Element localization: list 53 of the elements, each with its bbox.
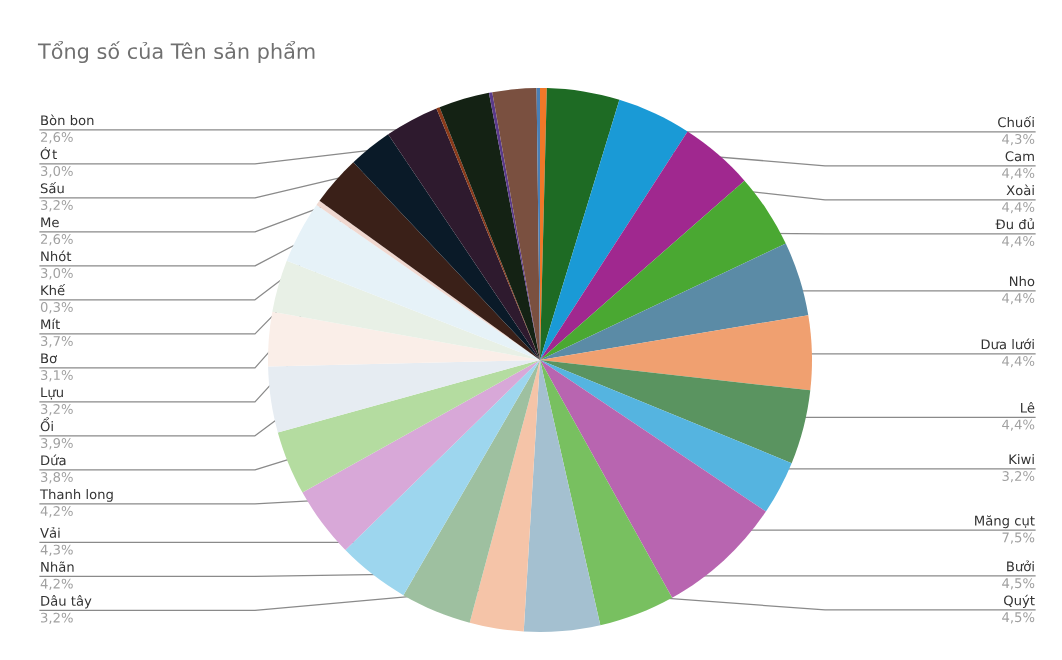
slice-label: Quýt xyxy=(1004,594,1035,608)
data-label: 4,4% xyxy=(1002,202,1035,214)
slice-label: Dưa lưới xyxy=(981,338,1034,350)
slice-label: Vải xyxy=(40,526,60,538)
chart-title: Tổng số của Tên sản phẩm xyxy=(37,40,315,64)
data-label: 4,4% xyxy=(1002,236,1035,248)
slice-label: Me xyxy=(41,217,59,228)
data-label: 2,6% xyxy=(40,132,73,144)
data-label: 7,5% xyxy=(1002,532,1035,544)
slice-label: Măng cụt xyxy=(975,515,1035,529)
data-label: 3,7% xyxy=(41,336,73,348)
slice-label: Đu đủ xyxy=(995,218,1034,230)
data-label: 4,4% xyxy=(1002,356,1035,368)
data-label: 4,3% xyxy=(1002,134,1035,146)
slice-label: Bòn bon xyxy=(41,114,94,126)
slice-label: Dứa xyxy=(41,454,66,466)
data-label: 3,9% xyxy=(41,438,73,450)
data-label: 4,4% xyxy=(1002,293,1035,305)
slice-label: Cam xyxy=(1005,151,1034,162)
slice-label: Nho xyxy=(1009,276,1035,287)
slice-label: Dâu tây xyxy=(41,595,92,609)
slice-label: Thanh long xyxy=(39,489,113,502)
data-label: 4,2% xyxy=(40,506,73,518)
slice-label: Mít xyxy=(41,318,60,330)
slice-label: Lê xyxy=(1021,402,1035,413)
data-label: 4,4% xyxy=(1002,419,1035,431)
slice-label: Bưởi xyxy=(1007,560,1034,572)
data-label: 3,2% xyxy=(41,200,73,212)
slice-label: Khế xyxy=(41,283,66,296)
data-label: 4,3% xyxy=(40,544,73,556)
data-label: 3,0% xyxy=(41,268,73,280)
slice-label: Kiwi xyxy=(1009,454,1034,465)
slice-label: Sấu xyxy=(40,181,64,194)
data-label: 3,2% xyxy=(41,404,73,416)
slice-label: Bơ xyxy=(41,353,57,364)
data-label: 0,3% xyxy=(40,302,73,314)
data-label: 4,5% xyxy=(1002,578,1035,590)
slice-label: Xoài xyxy=(1006,184,1034,196)
data-label: 4,2% xyxy=(40,578,73,590)
slice-label: Lựu xyxy=(41,387,63,400)
slice-label: Nhãn xyxy=(41,561,74,572)
slice-label: Ớt xyxy=(40,146,57,160)
slice-label: Ổi xyxy=(40,417,53,432)
slice-label: Chuối xyxy=(998,115,1034,128)
data-label: 4,5% xyxy=(1002,612,1035,624)
data-label: 3,2% xyxy=(1002,471,1035,483)
data-label: 4,4% xyxy=(1002,168,1035,180)
data-label: 3,0% xyxy=(41,166,73,178)
data-label: 3,8% xyxy=(41,472,73,484)
data-label: 3,1% xyxy=(41,370,73,382)
slice-label: Nhót xyxy=(41,250,72,262)
data-label: 2,6% xyxy=(40,234,73,246)
data-label: 3,2% xyxy=(41,612,73,624)
